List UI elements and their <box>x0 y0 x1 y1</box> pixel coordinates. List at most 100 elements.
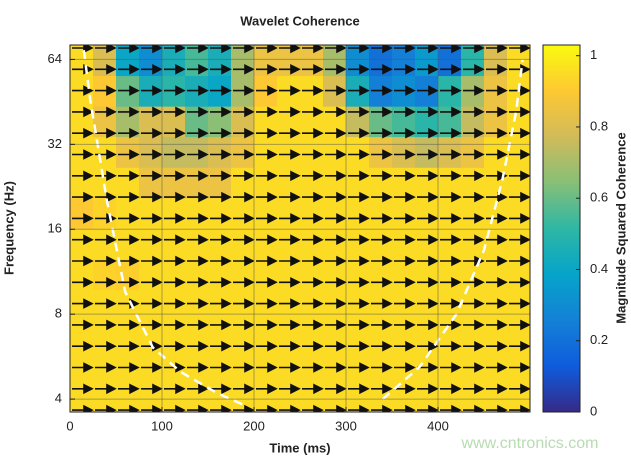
x-tick-label: 300 <box>335 418 357 433</box>
cell <box>185 258 209 291</box>
cell <box>438 381 462 412</box>
cell <box>323 136 347 168</box>
cell <box>438 228 462 260</box>
y-tick-label: 8 <box>55 306 62 321</box>
cell <box>507 167 530 199</box>
x-tick-label: 0 <box>66 418 73 433</box>
cell <box>139 197 163 229</box>
cell <box>392 197 416 229</box>
cell <box>277 197 301 229</box>
cell <box>346 197 370 229</box>
cell <box>185 228 209 260</box>
cell <box>277 167 301 199</box>
cell <box>346 289 370 321</box>
cell <box>93 228 117 260</box>
cell <box>300 350 324 382</box>
cell <box>369 167 393 199</box>
arrow-row <box>72 404 530 412</box>
cell <box>254 381 278 412</box>
arrow-row <box>72 383 530 395</box>
cell <box>438 258 462 291</box>
phase-arrows <box>72 45 530 412</box>
cell <box>484 289 508 321</box>
cell <box>231 258 255 291</box>
cell <box>415 258 439 291</box>
cell <box>323 258 347 291</box>
cell <box>254 258 278 291</box>
cell <box>185 197 209 229</box>
arrow-row <box>72 234 530 245</box>
cell <box>507 258 530 291</box>
arrow-row <box>72 106 530 118</box>
x-tick-label: 400 <box>427 418 449 433</box>
arrow-row <box>72 149 530 160</box>
cell <box>208 350 232 382</box>
cell <box>162 381 186 412</box>
cell <box>162 289 186 321</box>
cell <box>139 381 163 412</box>
arrow-row <box>72 213 530 224</box>
x-axis-label: Time (ms) <box>269 440 330 455</box>
cell <box>300 136 324 168</box>
cell <box>116 228 140 260</box>
cell <box>70 258 94 291</box>
cell <box>70 350 94 382</box>
x-tick-label: 100 <box>151 418 173 433</box>
cell <box>139 289 163 321</box>
cell <box>93 258 117 291</box>
cell <box>461 381 485 412</box>
cell <box>116 381 140 412</box>
cell <box>392 381 416 412</box>
cell <box>231 350 255 382</box>
cell <box>507 228 530 260</box>
cell <box>369 228 393 260</box>
cell <box>323 197 347 229</box>
cell <box>438 167 462 199</box>
cell <box>208 167 232 199</box>
cell <box>323 167 347 199</box>
cell <box>93 350 117 382</box>
cell <box>300 228 324 260</box>
cell <box>277 381 301 412</box>
arrow-row <box>72 362 530 373</box>
arrow-row <box>72 127 530 139</box>
cone-of-influence <box>82 50 524 407</box>
cell <box>277 258 301 291</box>
cell <box>139 258 163 291</box>
cell <box>139 167 163 199</box>
cell <box>346 258 370 291</box>
cell <box>185 289 209 321</box>
cell <box>277 289 301 321</box>
cell <box>231 136 255 168</box>
arrow-row <box>72 277 530 288</box>
cell <box>415 381 439 412</box>
cell <box>507 381 530 412</box>
cell <box>70 167 94 199</box>
cell <box>70 381 94 412</box>
cell <box>392 258 416 291</box>
cell <box>392 289 416 321</box>
cell <box>162 258 186 291</box>
y-axis-label: Frequency (Hz) <box>1 181 16 275</box>
cell <box>208 289 232 321</box>
cell <box>484 381 508 412</box>
cell <box>231 228 255 260</box>
cell <box>70 289 94 321</box>
cell <box>507 289 530 321</box>
arrow-row <box>72 319 530 331</box>
cell <box>300 258 324 291</box>
cell <box>208 258 232 291</box>
cell <box>507 197 530 229</box>
cell <box>369 197 393 229</box>
arrow-row <box>72 170 530 182</box>
cell <box>461 228 485 260</box>
cell <box>231 289 255 321</box>
cell <box>93 167 117 199</box>
cell <box>300 167 324 199</box>
cell <box>185 136 209 168</box>
colorbar-tick-label: 0.4 <box>590 261 608 276</box>
cell <box>323 228 347 260</box>
cell <box>461 167 485 199</box>
cell <box>346 381 370 412</box>
